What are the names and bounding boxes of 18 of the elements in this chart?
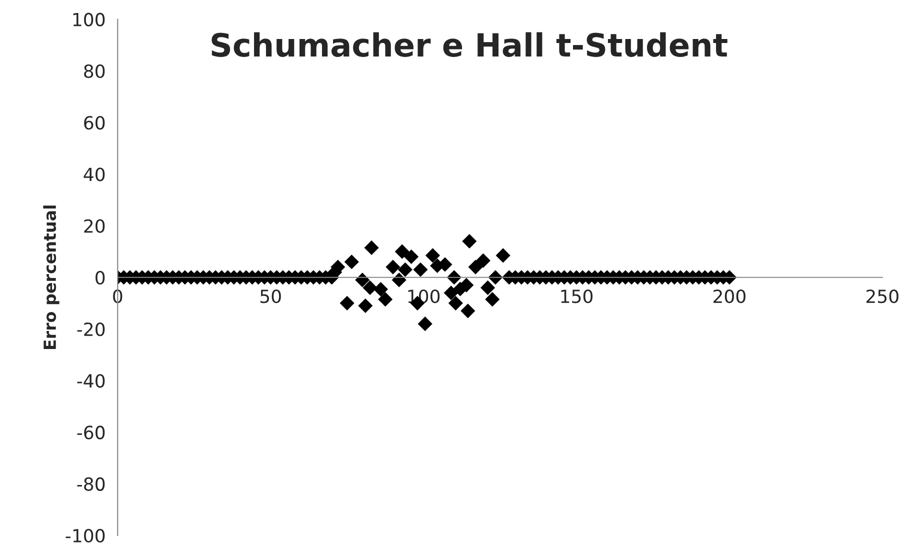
y-tick-label: 40 [84,168,105,182]
y-tick-label: 60 [84,116,105,130]
x-tick-label: 250 [866,290,898,304]
y-tick-label: -40 [77,374,105,388]
y-tick-label: 100 [73,12,105,26]
x-tick-label: 150 [561,290,593,304]
x-tick-label: 200 [714,290,746,304]
y-tick-label: 20 [84,219,105,233]
chart-title: Schumacher e Hall t-Student [212,32,728,57]
y-tick-label: 80 [84,64,105,78]
y-tick-label: -100 [66,528,105,543]
y-tick-label: -20 [77,322,105,336]
x-tick-label: 50 [260,290,281,304]
x-tick-label: 0 [113,290,122,304]
y-axis-title: Erro percentual [43,206,60,350]
y-tick-label: -80 [77,477,105,491]
y-tick-label: 0 [96,270,105,284]
y-tick-label: -60 [77,426,105,440]
